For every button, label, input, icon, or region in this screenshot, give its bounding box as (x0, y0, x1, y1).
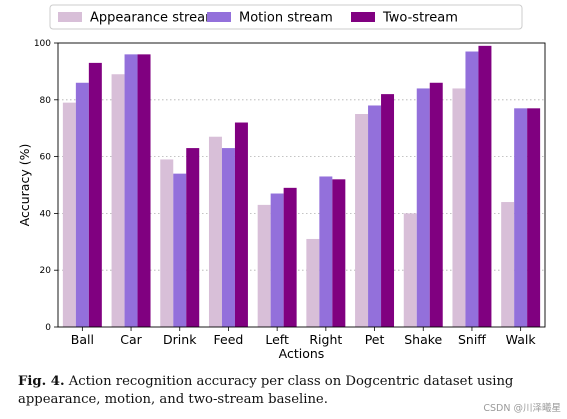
legend-swatch (58, 12, 82, 22)
x-tick-label: Drink (163, 332, 197, 347)
bar-two-stream-left (283, 187, 297, 327)
legend-swatch (351, 12, 375, 22)
bar-two-stream-walk (527, 108, 541, 327)
x-tick-label: Car (120, 332, 142, 347)
y-tick-label: 0 (45, 323, 51, 333)
x-tick-label: Walk (506, 332, 537, 347)
bar-motion-stream-drink (173, 173, 187, 327)
legend-label: Two-stream (382, 11, 458, 26)
bar-two-stream-ball (88, 62, 102, 327)
axes-frame (57, 42, 546, 328)
legend-frame (49, 4, 523, 30)
y-axis-label: Accuracy (%) (17, 144, 32, 227)
bar-two-stream-drink (186, 148, 200, 327)
x-tick-label: Left (265, 332, 289, 347)
plot-area: 0 20 40 60 80 100 Ball Car Drink Feed Left Right Pet… (17, 39, 546, 361)
bar-motion-stream-feed (221, 148, 235, 327)
bar-two-stream-sniff (478, 45, 492, 328)
x-axis-label: Actions (279, 346, 325, 361)
bar-appearance-stream-right (306, 238, 320, 327)
bar-appearance-stream-feed (208, 136, 222, 327)
legend-swatch (207, 12, 231, 22)
y-tick-label: 100 (34, 39, 51, 49)
y-tick-label: 80 (40, 96, 52, 106)
bar-motion-stream-shake (416, 88, 430, 327)
x-tick-label: Right (309, 332, 342, 347)
y-tick-label: 20 (40, 266, 52, 276)
bar-motion-stream-sniff (465, 51, 479, 328)
bar-appearance-stream-sniff (452, 88, 466, 327)
watermark: CSDN @川泽曦星 (483, 403, 561, 414)
bar-motion-stream-ball (75, 82, 89, 327)
bar-appearance-stream-pet (355, 114, 369, 327)
x-tick-label: Shake (404, 332, 442, 347)
bar-two-stream-pet (381, 94, 395, 328)
x-tick-label: Ball (71, 332, 94, 347)
bar-two-stream-car (137, 54, 151, 328)
x-tick-label: Sniff (458, 332, 486, 347)
caption-label: Fig. 4. (18, 374, 65, 389)
figure-caption: Fig. 4. Action recognition accuracy per … (18, 373, 558, 409)
bar-motion-stream-car (124, 54, 138, 328)
bar-appearance-stream-walk (501, 202, 515, 327)
bar-appearance-stream-car (111, 74, 125, 328)
bar-motion-stream-right (319, 176, 333, 327)
bar-chart: 0 20 40 60 80 100 Ball Car Drink Feed Left Right Pet… (17, 4, 546, 361)
caption-text: Action recognition accuracy per class on… (18, 374, 514, 407)
bar-two-stream-feed (234, 122, 248, 328)
legend: Appearance stream Motion stream Two-stream (49, 4, 523, 30)
bar-appearance-stream-shake (403, 213, 417, 327)
bar-appearance-stream-left (257, 204, 271, 327)
x-tick-label: Pet (365, 332, 385, 347)
legend-label: Motion stream (239, 11, 333, 26)
bar-two-stream-shake (429, 82, 443, 327)
bar-motion-stream-left (270, 193, 284, 327)
bar-two-stream-right (332, 179, 346, 327)
y-tick-label: 60 (40, 153, 52, 163)
bar-motion-stream-pet (368, 105, 382, 327)
x-tick-label: Feed (214, 332, 244, 347)
bar-motion-stream-walk (514, 108, 528, 327)
legend-label: Appearance stream (90, 11, 218, 26)
bar-appearance-stream-ball (62, 102, 76, 327)
bar-appearance-stream-drink (160, 159, 174, 327)
y-tick-label: 40 (40, 209, 52, 219)
